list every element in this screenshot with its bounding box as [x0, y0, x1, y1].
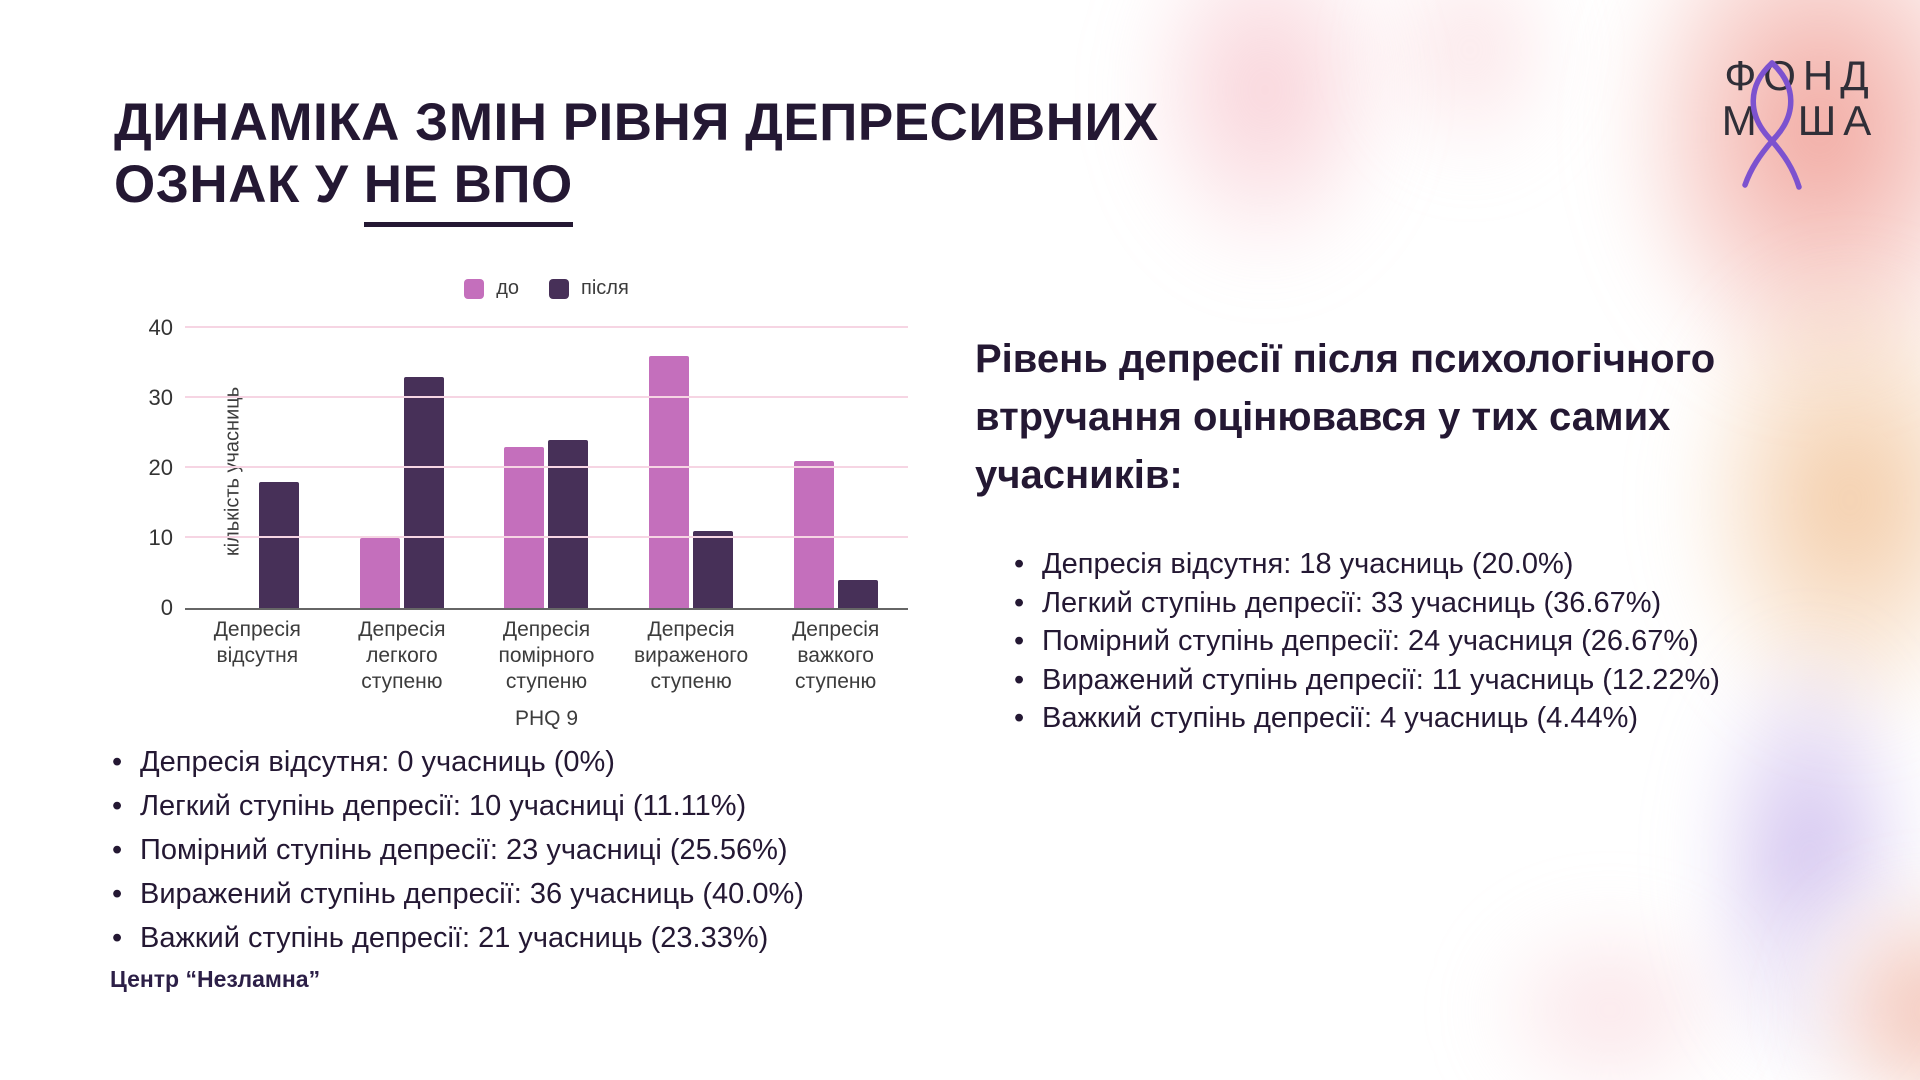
bar-group [474, 328, 619, 608]
footer-source: Центр “Незламна” [110, 966, 321, 992]
bg-blob-pink-bottom [1430, 870, 1790, 1080]
bar-після [548, 440, 589, 608]
before-stats-list: Депресія відсутня: 0 учасниць (0%) Легки… [110, 740, 910, 960]
bg-blob-pink-top-2 [1330, 0, 1610, 220]
x-axis-title: PHQ 9 [514, 707, 579, 730]
gridline [185, 536, 908, 538]
awareness-ribbon-icon [1742, 60, 1802, 190]
after-stats-list: Депресія відсутня: 18 учасниць (20.0%) Л… [1012, 545, 1872, 738]
logo-line-2: М ША [1721, 97, 1879, 144]
legend-item: після [549, 277, 629, 300]
legend-swatch [549, 278, 569, 299]
bar-group [330, 328, 475, 608]
list-item: Виражений ступінь депресії: 36 учасниць … [110, 872, 910, 916]
bar-group [185, 328, 330, 608]
bar-до [649, 356, 690, 608]
list-item: Помірний ступінь депресії: 24 учасниця (… [1012, 622, 1872, 661]
list-item: Помірний ступінь депресії: 23 учасниці (… [110, 828, 910, 872]
y-tick-label: 30 [148, 385, 173, 410]
bar-до [504, 447, 545, 608]
logo-line-1: ФОНД [1724, 52, 1876, 99]
depression-bar-chart: до після кількість учасниць 0 10 20 30 40 Деп… [95, 265, 910, 730]
list-item: Депресія відсутня: 0 учасниць (0%) [110, 740, 910, 784]
bar-group [619, 328, 764, 608]
legend-item: до [464, 277, 519, 300]
bar-після [837, 580, 878, 608]
legend-label: до [496, 277, 519, 299]
bar-після [259, 482, 300, 608]
bar-group [763, 328, 908, 608]
x-tick-label: Депресія відсутня [213, 618, 301, 667]
x-tick-label: Депресія вираженого ступеню [634, 618, 749, 693]
bar-після [693, 531, 734, 608]
list-item: Легкий ступінь депресії: 10 учасниці (11… [110, 784, 910, 828]
list-item: Депресія відсутня: 18 учасниць (20.0%) [1012, 545, 1872, 584]
chart-bars [185, 328, 908, 608]
bar-до [359, 538, 400, 608]
x-tick-label: Депресія легкого ступеню [358, 618, 446, 693]
x-tick-label: Депресія важкого ступеню [792, 618, 880, 693]
title-line-2: ОЗНАК У НЕ ВПО [114, 154, 1314, 227]
bg-blob-white-glow [1690, 810, 1920, 1080]
gridline [185, 326, 908, 328]
title-line-1: ДИНАМІКА ЗМІН РІВНЯ ДЕПРЕСИВНИХ [114, 93, 1159, 152]
title-underlined-text: НЕ ВПО [363, 154, 573, 227]
list-item: Виражений ступінь депресії: 11 учасниць … [1012, 661, 1872, 700]
right-panel-heading: Рівень депресії після психологічного втр… [975, 337, 1716, 497]
x-tick-label: Депресія помірного ступеню [498, 618, 595, 693]
fond-masha-logo: ФОНД М ША [1700, 53, 1900, 193]
bar-після [403, 377, 444, 608]
y-tick-label: 20 [148, 455, 173, 480]
chart-legend: до після [185, 277, 908, 300]
gridline [185, 466, 908, 468]
y-tick-label: 10 [148, 525, 173, 550]
chart-plot-area [185, 326, 908, 610]
list-item: Легкий ступінь депресії: 33 учасниць (36… [1012, 584, 1872, 623]
list-item: Важкий ступінь депресії: 21 учасниць (23… [110, 916, 910, 960]
legend-swatch [464, 278, 485, 299]
gridline [185, 396, 908, 398]
slide-title: ДИНАМІКА ЗМІН РІВНЯ ДЕПРЕСИВНИХ ОЗНАК У … [114, 92, 1314, 227]
y-tick-label: 40 [148, 315, 173, 340]
legend-label: після [581, 277, 629, 299]
list-item: Важкий ступінь депресії: 4 учасниць (4.4… [1012, 699, 1872, 738]
bg-blob-salmon-bottomright [1760, 840, 1920, 1080]
y-tick-label: 0 [160, 595, 173, 620]
x-axis-tick-labels: Депресія відсутня Депресія легкого ступен… [185, 617, 908, 695]
bar-до [793, 461, 834, 608]
